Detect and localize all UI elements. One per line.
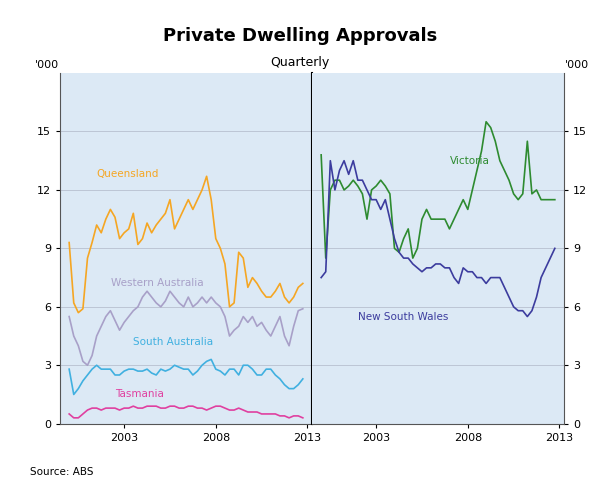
Text: Victoria: Victoria <box>449 156 490 166</box>
Text: Tasmania: Tasmania <box>115 390 164 399</box>
Text: New South Wales: New South Wales <box>358 312 448 321</box>
Text: Private Dwelling Approvals: Private Dwelling Approvals <box>163 27 437 45</box>
Text: '000: '000 <box>565 59 589 70</box>
Text: Quarterly: Quarterly <box>271 56 329 69</box>
Text: Western Australia: Western Australia <box>112 279 204 288</box>
Text: South Australia: South Australia <box>133 337 214 347</box>
Text: Source: ABS: Source: ABS <box>30 467 94 477</box>
Text: Queensland: Queensland <box>97 169 159 179</box>
Text: '000: '000 <box>35 59 59 70</box>
